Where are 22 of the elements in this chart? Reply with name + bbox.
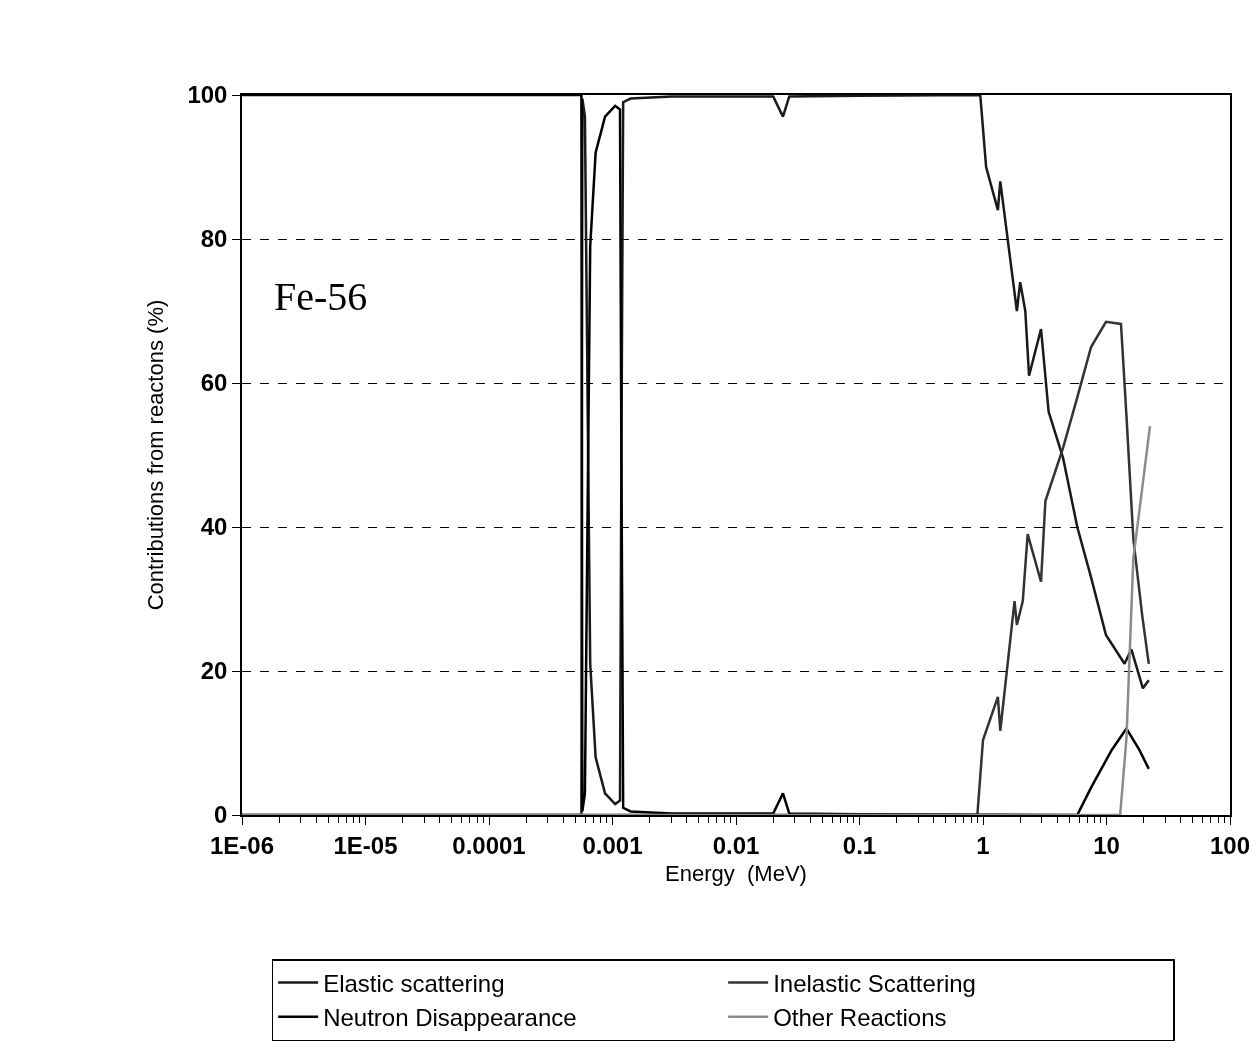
- legend-label: Other Reactions: [773, 1004, 947, 1032]
- x-tick-label: 100: [1209, 831, 1251, 859]
- y-tick-label: 100: [187, 81, 228, 109]
- annotation: Fe-56: [274, 274, 368, 319]
- y-tick-label: 0: [214, 801, 228, 829]
- y-tick-label: 80: [200, 225, 228, 253]
- x-axis-title: Energy (MeV): [665, 860, 807, 886]
- y-tick-label: 60: [200, 369, 228, 397]
- x-tick-label: 1: [976, 831, 990, 859]
- x-tick-label: 1E-06: [209, 831, 275, 859]
- y-tick-label: 40: [200, 513, 228, 541]
- x-tick-label: 0.1: [842, 831, 877, 859]
- x-tick-label: 0.01: [712, 831, 760, 859]
- x-tick-label: 10: [1093, 831, 1120, 859]
- y-tick-label: 20: [200, 657, 228, 685]
- y-axis-title: Contributions from reactons (%): [142, 299, 168, 611]
- x-tick-label: 1E-05: [333, 831, 398, 859]
- legend-label: Inelastic Scattering: [773, 969, 976, 997]
- legend-label: Neutron Disappearance: [323, 1004, 577, 1032]
- x-tick-label: 0.0001: [452, 831, 526, 859]
- x-tick-label: 0.001: [582, 831, 643, 859]
- legend-label: Elastic scattering: [323, 969, 505, 997]
